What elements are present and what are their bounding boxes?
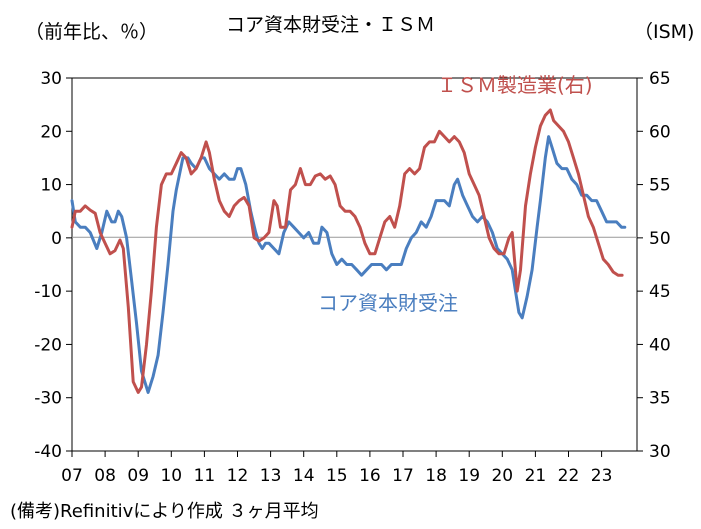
- x-tick-label: 15: [326, 466, 348, 486]
- left-tick-label: 20: [40, 122, 62, 142]
- right-tick-label: 35: [649, 389, 671, 409]
- x-tick-label: 16: [359, 466, 381, 486]
- core-orders-series-label: コア資本財受注: [318, 291, 458, 315]
- axis-ticks: 30 20 10 0 -10 -20 -30 -40 65 60 55 50 45 40 35 30 07 08 0…: [34, 69, 670, 486]
- x-tick-label: 08: [94, 466, 116, 486]
- plot-frame: [71, 77, 638, 452]
- x-tick-label: 18: [425, 466, 447, 486]
- left-axis-label: （前年比、％）: [25, 21, 158, 43]
- x-tick-label: 20: [491, 466, 513, 486]
- right-tick-label: 55: [649, 176, 671, 196]
- chart-title: コア資本財受注・ＩＳＭ: [226, 14, 435, 36]
- footer-note: (備考)Refinitivにより作成 ３ヶ月平均: [10, 501, 319, 522]
- x-tick-label: 13: [260, 466, 282, 486]
- left-tick-label: -10: [34, 282, 62, 302]
- x-tick-label: 12: [227, 466, 249, 486]
- right-tick-label: 40: [649, 335, 671, 355]
- ism-series-label: ＩＳＭ製造業(右): [437, 73, 593, 97]
- x-tick-label: 22: [558, 466, 580, 486]
- x-tick-label: 17: [392, 466, 414, 486]
- ism-manufacturing-line: [70, 108, 624, 394]
- right-axis-label: （ISM): [634, 21, 694, 43]
- x-tick-label: 11: [194, 466, 216, 486]
- x-tick-label: 23: [591, 466, 613, 486]
- x-tick-label: 14: [293, 466, 315, 486]
- left-tick-label: -30: [34, 389, 62, 409]
- right-tick-label: 30: [649, 442, 671, 462]
- right-tick-label: 65: [649, 69, 671, 89]
- x-tick-label: 07: [61, 466, 83, 486]
- x-tick-label: 21: [525, 466, 547, 486]
- left-tick-label: 10: [40, 176, 62, 196]
- right-tick-label: 50: [649, 229, 671, 249]
- left-tick-label: 30: [40, 69, 62, 89]
- right-tick-label: 45: [649, 282, 671, 302]
- right-tick-label: 60: [649, 122, 671, 142]
- x-tick-label: 10: [160, 466, 182, 486]
- left-tick-label: 0: [51, 229, 62, 249]
- left-tick-label: -20: [34, 335, 62, 355]
- x-tick-label: 19: [458, 466, 480, 486]
- core-capital-goods-orders-line: [70, 135, 627, 394]
- x-tick-label: 09: [127, 466, 149, 486]
- left-tick-label: -40: [34, 442, 62, 462]
- series-lines: [70, 108, 627, 394]
